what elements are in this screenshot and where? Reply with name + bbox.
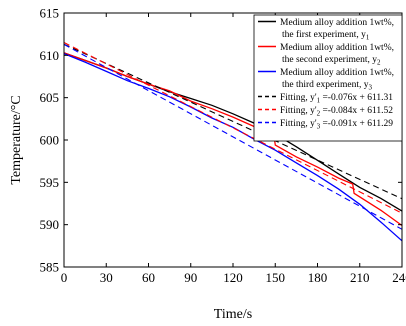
y-tick-label: 605 xyxy=(40,90,60,105)
x-tick-label: 0 xyxy=(61,270,68,285)
x-tick-label: 90 xyxy=(184,270,197,285)
series-line-6 xyxy=(63,43,403,230)
legend-box xyxy=(253,14,403,142)
legend-label: Fitting, y'2 =-0.084x + 611.52 xyxy=(280,106,393,118)
legend: Medium alloy addition 1wt%,the first exp… xyxy=(253,14,403,142)
legend-label: Fitting, y'3 =-0.091x + 611.29 xyxy=(280,119,393,131)
series-line-5 xyxy=(63,42,403,214)
x-axis-label: Time/s xyxy=(214,307,252,322)
y-tick-label: 595 xyxy=(40,175,60,190)
x-axis: 0 30 60 90 120 150 180 210 240 xyxy=(61,13,406,285)
y-tick-label: 610 xyxy=(40,48,60,63)
series-line-3 xyxy=(63,52,403,242)
y-tick-label: 615 xyxy=(40,6,60,21)
x-tick-label: 60 xyxy=(142,270,155,285)
y-axis: 585 590 595 600 605 610 615 xyxy=(40,6,402,275)
legend-label: Medium alloy addition 1wt%, xyxy=(280,18,394,28)
x-tick-label: 180 xyxy=(308,270,328,285)
legend-label: the first experiment, y1 xyxy=(282,29,370,42)
x-tick-label: 120 xyxy=(223,270,243,285)
legend-label: Fitting, y'1 =-0.076x + 611.31 xyxy=(280,93,393,105)
y-tick-label: 585 xyxy=(40,260,60,275)
y-tick-label: 600 xyxy=(40,133,60,148)
x-tick-label: 30 xyxy=(100,270,113,285)
x-tick-label: 150 xyxy=(266,270,286,285)
legend-label: Medium alloy addition 1wt%, xyxy=(280,68,394,78)
x-tick-label: 240 xyxy=(392,270,406,285)
legend-label: the third experiment, y3 xyxy=(282,80,373,92)
plot-lines xyxy=(63,42,403,242)
legend-label: the second experiment, y2 xyxy=(282,55,381,67)
y-tick-label: 590 xyxy=(40,217,60,232)
x-tick-label: 210 xyxy=(350,270,370,285)
series-line-4 xyxy=(63,43,403,200)
legend-label: Medium alloy addition 1wt%, xyxy=(280,43,394,53)
y-axis-label: Temperature/°C xyxy=(9,95,24,184)
